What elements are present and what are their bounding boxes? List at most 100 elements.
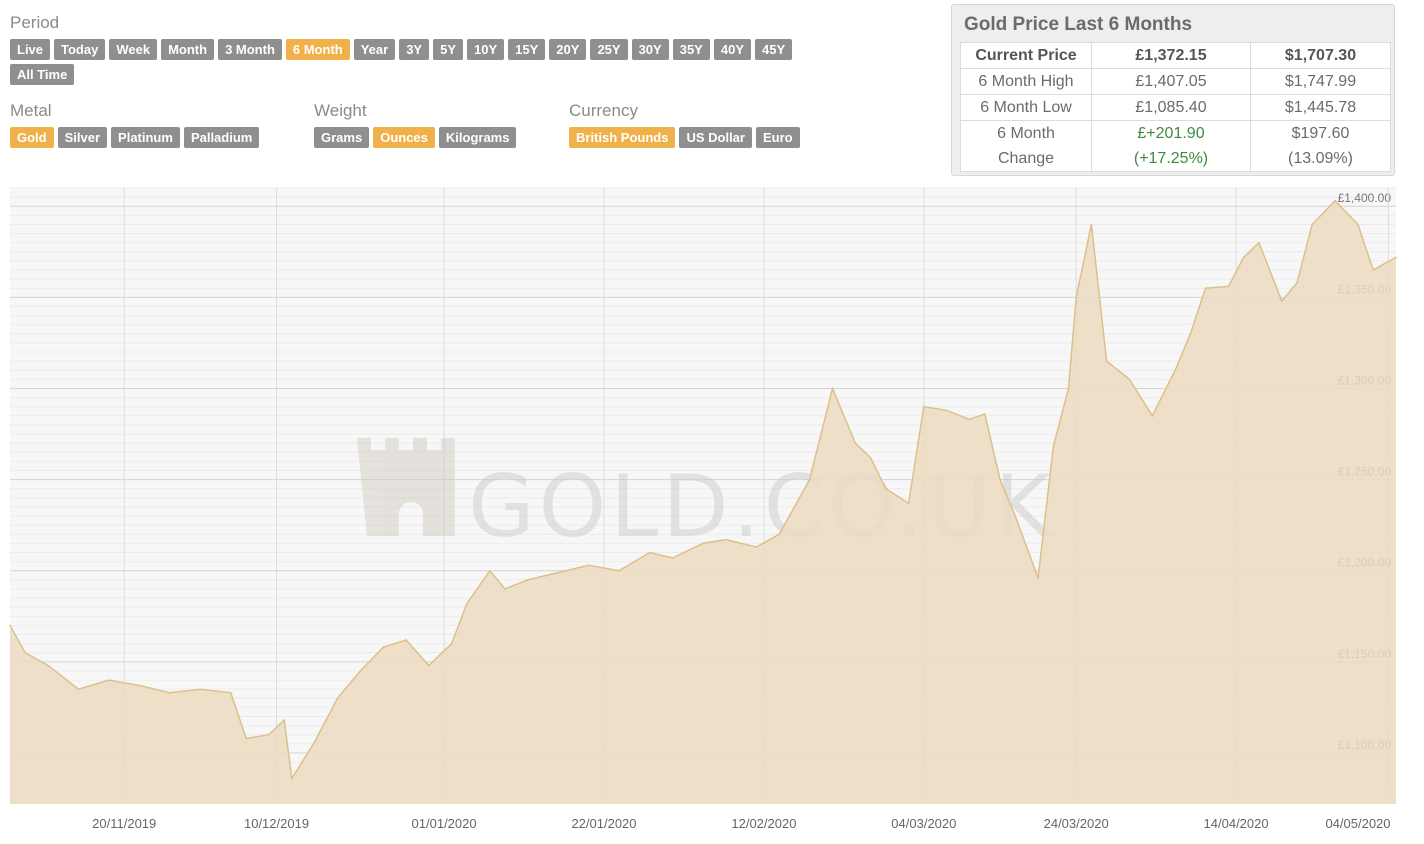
price-point [9,624,11,627]
metal-option-silver[interactable]: Silver [57,127,108,148]
price-point [290,777,293,780]
period-option-3-month[interactable]: 3 Month [218,39,282,60]
price-point [1357,223,1359,226]
x-tick-label: 20/11/2019 [92,816,156,831]
price-point [108,679,110,681]
price-point [983,413,986,415]
gbp-value: £1,085.40 [1091,94,1251,121]
change-label-line1: 6 Month [997,125,1055,142]
change-label-line2: Change [997,150,1055,167]
gbp-value: £1,372.15 [1091,42,1251,69]
price-point [1311,223,1314,226]
price-point [923,405,925,408]
price-point [77,688,80,690]
row-label: 6 Month High [960,68,1092,95]
metal-label: Metal [10,101,52,120]
price-point [755,546,758,548]
price-point [47,664,49,667]
gold-price-chart: £1,100.00£1,150.00£1,200.00£1,250.00£1,3… [9,187,1397,831]
period-option-6-month[interactable]: 6 Month [285,39,350,60]
price-point [1280,300,1283,302]
price-point [1090,223,1093,226]
summary-row-change: 6 Month Change £+201.90 (+17.25%) $197.60 (… [960,120,1391,172]
currency-option-us-dollar[interactable]: US Dollar [679,127,752,148]
gbp-change-amount: £+201.90 [1137,125,1205,142]
price-point [999,478,1001,481]
period-option-40y[interactable]: 40Y [713,39,751,60]
price-point [648,551,651,554]
metal-option-palladium[interactable]: Palladium [183,127,260,148]
price-point [1052,445,1055,448]
period-option-3y[interactable]: 3Y [399,39,430,60]
usd-change-percent: (13.09%) [1288,150,1353,167]
price-point [1189,332,1192,335]
period-option-month[interactable]: Month [161,39,215,60]
period-option-10y[interactable]: 10Y [467,39,505,60]
x-tick-label: 14/04/2020 [1204,816,1269,831]
metal-option-gold[interactable]: Gold [10,127,54,148]
period-option-today[interactable]: Today [54,39,106,60]
price-point [230,692,232,694]
price-point [587,564,590,567]
x-tick-label: 22/01/2020 [571,816,636,831]
price-point [1204,287,1207,290]
price-point [488,569,491,572]
price-point [808,478,811,481]
price-area [10,200,1396,805]
price-point [671,557,674,559]
period-option-15y[interactable]: 15Y [508,39,546,60]
gbp-value: £1,407.05 [1091,68,1251,95]
usd-change: $197.60 (13.09%) [1250,120,1391,172]
period-option-5y[interactable]: 5Y [433,39,464,60]
period-option-week[interactable]: Week [109,39,158,60]
currency-option-british-pounds[interactable]: British Pounds [569,127,676,148]
period-option-35y[interactable]: 35Y [672,39,710,60]
price-point [869,456,872,459]
price-point [527,579,529,581]
price-point [1296,281,1298,284]
metal-option-platinum[interactable]: Platinum [111,127,180,148]
price-point [1067,387,1070,390]
gbp-change-percent: (+17.25%) [1133,150,1209,167]
price-point [1037,577,1039,579]
price-point [24,651,27,654]
gbp-change: £+201.90 (+17.25%) [1091,120,1251,172]
weight-option-kilograms[interactable]: Kilograms [438,127,517,148]
summary-title: Gold Price Last 6 Months [964,14,1193,35]
price-point [1372,269,1374,271]
x-tick-label: 10/12/2019 [244,816,309,831]
row-label: Current Price [960,42,1092,69]
weight-option-grams[interactable]: Grams [314,127,370,148]
period-option-25y[interactable]: 25Y [590,39,628,60]
price-point [1242,256,1245,259]
period-option-all-time[interactable]: All Time [10,64,75,85]
period-option-30y[interactable]: 30Y [631,39,669,60]
usd-value: $1,445.78 [1250,94,1391,121]
price-point [405,639,407,641]
row-label: 6 Month Low [960,94,1092,121]
summary-row-current: Current Price £1,372.15 $1,707.30 [960,42,1391,69]
price-point [618,569,621,572]
period-option-45y[interactable]: 45Y [755,39,793,60]
metal-selector: Gold Silver Platinum Palladium [10,127,260,148]
price-point [1258,241,1260,244]
price-point [313,741,316,743]
price-point [778,533,780,536]
period-option-year[interactable]: Year [353,39,396,60]
weight-label: Weight [314,101,367,120]
weight-selector: Grams Ounces Kilograms [314,127,517,148]
price-line [9,199,1397,781]
period-option-live[interactable]: Live [10,39,51,60]
weight-option-ounces[interactable]: Ounces [373,127,435,148]
price-point [245,737,247,740]
period-option-20y[interactable]: 20Y [549,39,587,60]
x-tick-label: 24/03/2020 [1044,816,1109,831]
currency-label: Currency [569,101,638,120]
price-point [504,588,506,590]
y-tick-label: £1,400.00 [1338,191,1392,205]
price-point [1334,199,1336,202]
price-point [1395,256,1397,259]
price-point [702,542,704,545]
currency-option-euro[interactable]: Euro [755,127,800,148]
price-point [549,573,552,576]
